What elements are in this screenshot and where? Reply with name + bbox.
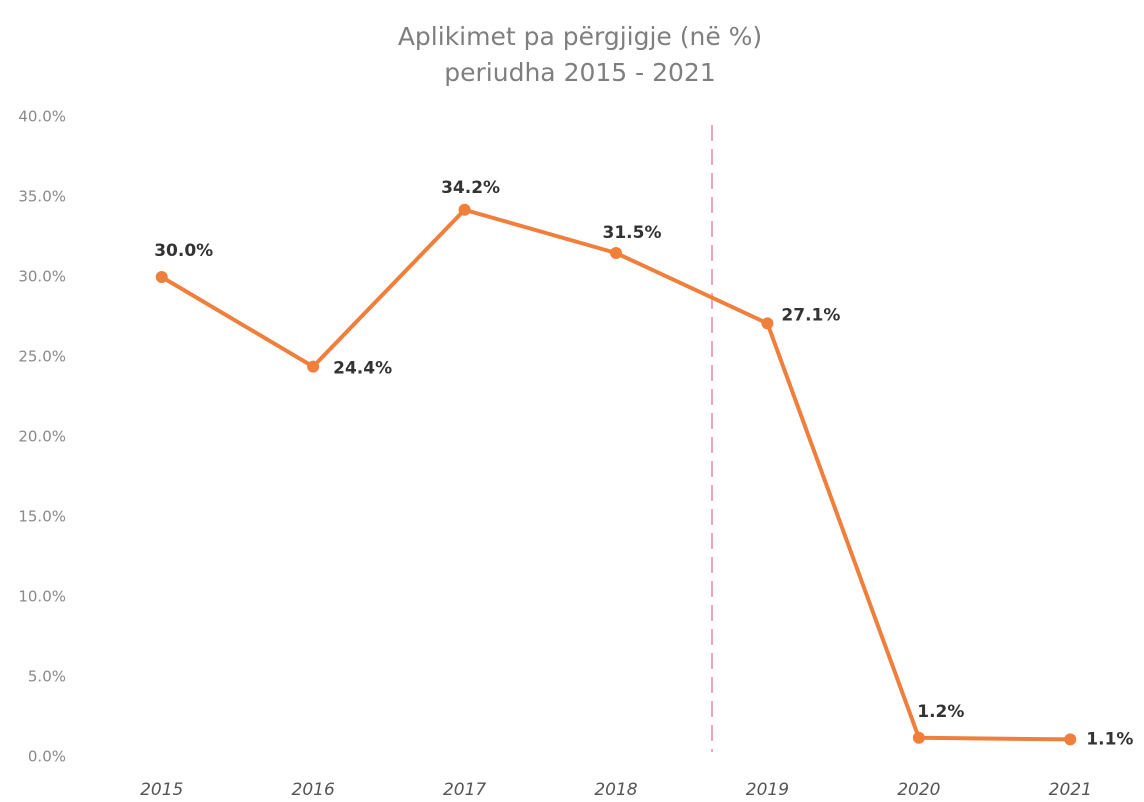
point [610, 247, 622, 259]
y-tick-label: 10.0% [18, 588, 66, 606]
point [155, 271, 168, 283]
point [912, 731, 925, 744]
y-tick-label: 25.0% [18, 348, 66, 366]
x-tick-label: 2015 [140, 780, 183, 800]
y-tick-label: 30.0% [18, 268, 66, 286]
point [458, 203, 471, 216]
point [1064, 733, 1077, 746]
y-tick-label: 35.0% [18, 188, 66, 206]
chart-title: Aplikimet pa përgjigje (në %) [398, 22, 762, 51]
y-tick-label: 0.0% [28, 748, 66, 766]
data-label: 31.5% [603, 223, 662, 243]
x-tick-label: 2019 [746, 780, 789, 800]
y-tick-label: 40.0% [18, 108, 66, 126]
x-tick-label: 2020 [897, 780, 940, 800]
y-tick-label: 20.0% [18, 428, 66, 446]
data-label: 1.1% [1086, 729, 1133, 749]
point [761, 317, 774, 330]
x-tick-label: 2021 [1049, 780, 1092, 800]
data-label: 1.2% [917, 702, 964, 722]
data-label: 24.4% [333, 359, 392, 379]
data-label: 30.0% [154, 241, 213, 261]
data-label: 34.2% [441, 178, 500, 198]
x-tick-label: 2016 [292, 780, 335, 800]
y-tick-label: 5.0% [28, 668, 66, 686]
chart-subtitle: periudha 2015 - 2021 [444, 58, 715, 87]
data-label: 27.1% [781, 305, 840, 325]
point [307, 360, 320, 373]
y-tick-label: 15.0% [18, 508, 66, 526]
x-tick-label: 2017 [443, 780, 486, 800]
x-tick-label: 2018 [594, 780, 637, 800]
series-line [160, 207, 1071, 742]
